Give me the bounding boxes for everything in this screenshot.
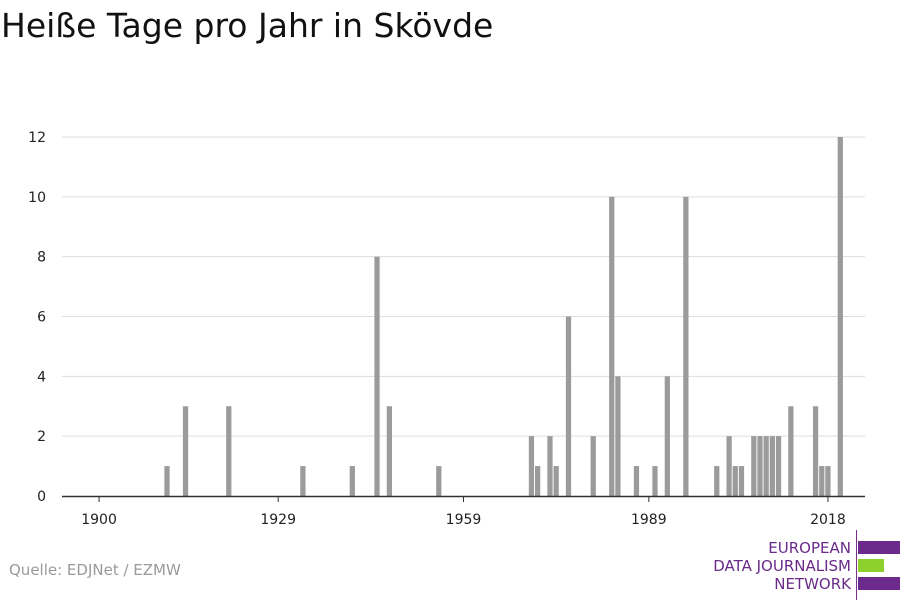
bar-2004 xyxy=(738,466,745,496)
y-tick-label: 2 xyxy=(37,429,46,445)
bar-2018 xyxy=(825,466,831,496)
grid-lines xyxy=(62,136,865,437)
logo-text-line-3: NETWORK xyxy=(774,575,851,593)
logo-bar-3 xyxy=(858,577,900,590)
logo-bar-2 xyxy=(858,559,884,572)
bar-1973 xyxy=(547,436,553,496)
bar-1914 xyxy=(182,406,189,496)
bar-1921 xyxy=(226,406,232,496)
bar-2007 xyxy=(757,436,763,496)
bar-1984 xyxy=(615,376,621,496)
bar-1995 xyxy=(683,196,689,496)
x-axis xyxy=(62,495,865,502)
bar-1974 xyxy=(553,466,559,496)
y-tick-label: 12 xyxy=(28,130,46,146)
bar-1990 xyxy=(652,466,658,496)
bar-2002 xyxy=(726,436,732,496)
bar-2009 xyxy=(769,436,775,496)
bar-1976 xyxy=(565,316,572,496)
bar-2020 xyxy=(837,137,843,496)
bar-1955 xyxy=(436,466,442,496)
y-tick-label: 10 xyxy=(28,190,46,206)
x-tick-label: 2018 xyxy=(810,512,846,528)
bar-1947 xyxy=(386,406,392,496)
bar-2003 xyxy=(732,466,738,496)
logo-text-line-1: EUROPEAN xyxy=(768,539,851,557)
x-tick-label: 1929 xyxy=(260,512,296,528)
y-tick-label: 8 xyxy=(37,250,46,266)
source-note: Quelle: EDJNet / EZMW xyxy=(9,561,181,579)
edjnet-logo: EUROPEAN DATA JOURNALISM NETWORK xyxy=(700,530,900,600)
bar-1945 xyxy=(374,256,380,496)
chart-area: 0 2 4 6 8 10 12 1900 1929 1959 1989 2018 xyxy=(28,130,865,528)
bar-2012 xyxy=(788,406,794,496)
bar-2008 xyxy=(763,436,769,496)
logo-bar-1 xyxy=(858,541,900,554)
logo-text-line-2: DATA JOURNALISM xyxy=(713,557,851,575)
x-tick-label: 1959 xyxy=(446,512,482,528)
bar-2016 xyxy=(812,406,819,496)
chart-title: Heiße Tage pro Jahr in Skövde xyxy=(1,6,494,45)
bar-1983 xyxy=(609,196,615,496)
y-tick-label: 4 xyxy=(37,369,46,385)
y-tick-label: 0 xyxy=(37,489,46,505)
bar-1970 xyxy=(528,436,535,496)
bar-2006 xyxy=(751,436,757,496)
bar-1971 xyxy=(535,466,541,496)
bar-series xyxy=(164,137,843,496)
bar-2010 xyxy=(775,436,782,496)
x-tick-label: 1900 xyxy=(81,512,117,528)
bar-1933 xyxy=(300,466,306,496)
bar-2017 xyxy=(819,466,825,496)
x-tick-labels: 1900 1929 1959 1989 2018 xyxy=(81,512,846,528)
y-tick-labels: 0 2 4 6 8 10 12 xyxy=(28,130,46,505)
y-tick-label: 6 xyxy=(37,310,46,326)
bar-1980 xyxy=(590,436,596,496)
x-tick-label: 1989 xyxy=(631,512,667,528)
bar-2000 xyxy=(714,466,720,496)
bar-1992 xyxy=(664,376,670,496)
bar-1941 xyxy=(349,466,355,496)
bar-1911 xyxy=(164,466,170,496)
bar-1987 xyxy=(633,466,640,496)
logo-divider xyxy=(856,530,857,600)
